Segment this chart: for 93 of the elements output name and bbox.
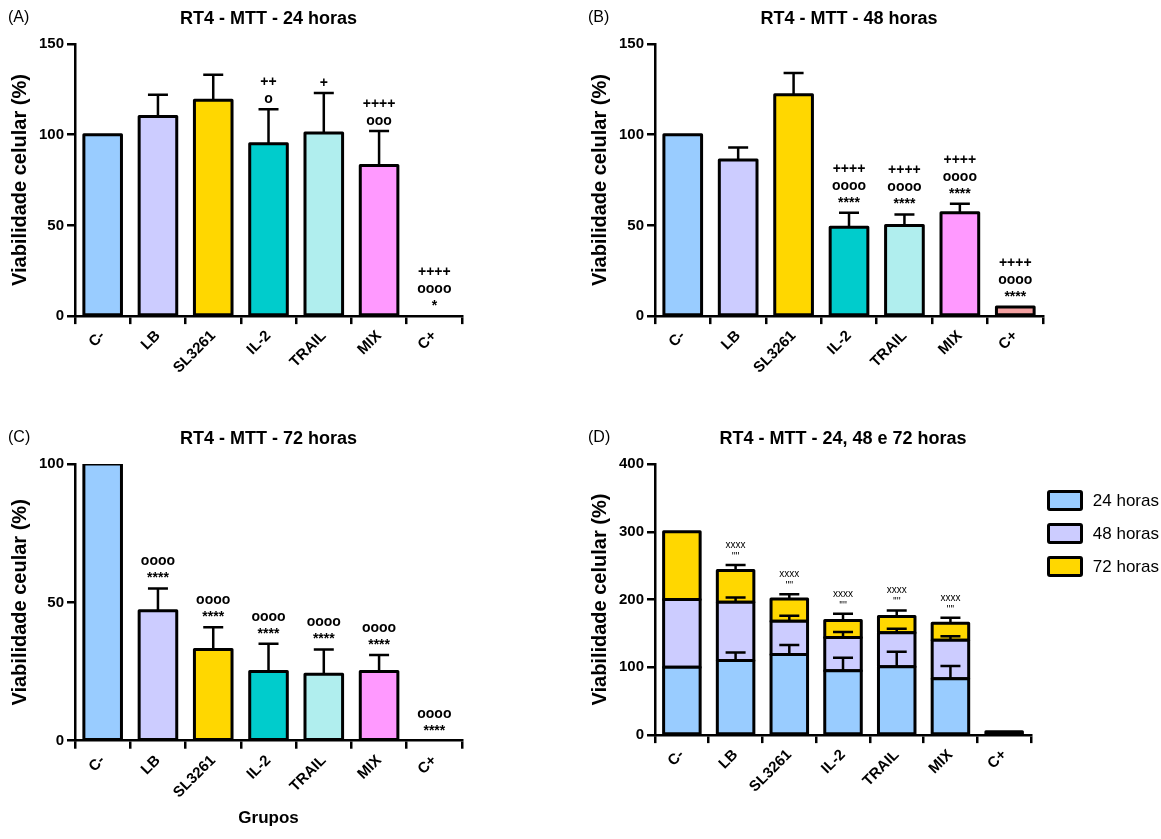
annotation: **** [368, 635, 391, 652]
annotation: ++++ [998, 253, 1032, 270]
y-tick-label: 100 [39, 454, 65, 472]
x-tick-label: C+ [413, 326, 440, 353]
annotation: '''' [731, 550, 740, 562]
annotation: xxxx [886, 584, 907, 596]
x-tick-label: LB [714, 745, 741, 772]
x-tick-label: IL-2 [817, 745, 849, 777]
x-tick-label: LB [136, 751, 164, 778]
x-tick-label: C+ [994, 326, 1021, 353]
y-tick-label: 0 [55, 306, 65, 324]
annotation: **** [423, 721, 446, 738]
x-tick-label: C+ [413, 750, 440, 777]
annotation: **** [893, 195, 916, 212]
y-tick-label: 100 [619, 124, 645, 142]
annotation: oooo [361, 618, 397, 635]
annotation: xxxx [833, 587, 854, 599]
legend-label: 72 horas [1092, 556, 1159, 577]
legend-label: 24 horas [1092, 490, 1159, 511]
y-tick-label: 100 [619, 657, 645, 675]
annotation: + [319, 73, 328, 90]
y-tick-label: 100 [39, 124, 65, 142]
annotation: **** [838, 193, 861, 210]
x-tick-label: IL-2 [823, 326, 855, 358]
x-tick-label: IL-2 [242, 326, 274, 358]
annotation: oooo [998, 270, 1033, 287]
annotation: ++++ [888, 161, 921, 178]
y-tick-label: 50 [47, 215, 65, 233]
annotation: '''' [785, 579, 794, 591]
x-tick-label: MIX [353, 326, 385, 358]
chart-title: RT4 - MTT - 24, 48 e 72 horas [719, 428, 967, 448]
y-tick-label: 0 [635, 725, 645, 743]
annotation: oooo [196, 591, 231, 608]
annotation: oooo [140, 552, 176, 569]
y-tick-label: 200 [619, 589, 645, 607]
annotation: oooo [306, 613, 341, 630]
y-tick-label: 300 [619, 521, 645, 539]
x-tick-label: MIX [353, 751, 385, 782]
annotation: oooo [942, 167, 977, 184]
x-tick-label: LB [136, 326, 164, 353]
y-axis-title: Viabilidade celular (%) [587, 493, 610, 706]
annotation: **** [202, 608, 225, 625]
annotation: o [264, 90, 273, 107]
x-axis-title: Grupos [238, 808, 299, 828]
annotation: oooo [887, 178, 922, 195]
y-tick-label: 50 [47, 592, 65, 610]
text: (D) [588, 428, 611, 445]
annotation: '''' [946, 603, 955, 615]
y-tick-label: 150 [619, 34, 645, 52]
text: (C) [8, 428, 31, 445]
annotation: **** [257, 624, 280, 641]
x-tick-label: C- [664, 326, 688, 350]
annotation: oooo [831, 176, 867, 193]
legend-label: 48 horas [1092, 523, 1159, 544]
annotation: xxxx [940, 591, 961, 603]
text: (A) [8, 8, 30, 25]
y-tick-label: 400 [619, 454, 645, 472]
annotation: ++ [260, 73, 277, 90]
annotation: oooo [251, 607, 286, 624]
y-tick-label: 0 [55, 730, 65, 748]
x-tick-label: C+ [983, 745, 1010, 772]
chart-title: RT4 - MTT - 24 horas [180, 8, 358, 28]
annotation: **** [312, 630, 336, 647]
annotation: oooo [417, 704, 452, 721]
annotation: xxxx [779, 567, 800, 579]
x-tick-label: C- [84, 326, 108, 350]
annotation: * [431, 296, 438, 313]
y-tick-label: 0 [635, 306, 645, 324]
x-tick-label: LB [717, 326, 744, 353]
annotation: ++++ [418, 262, 451, 279]
chart-title: RT4 - MTT - 48 horas [760, 8, 938, 28]
y-tick-label: 150 [39, 34, 65, 52]
x-tick-label: C- [663, 745, 687, 769]
y-axis-title: Viabilidade celular (%) [7, 74, 30, 287]
annotation: **** [948, 184, 972, 201]
annotation: **** [1004, 287, 1027, 304]
text: (B) [588, 8, 610, 25]
annotation: ooo [366, 111, 392, 128]
annotation: xxxx [725, 538, 746, 550]
annotation: ++++ [832, 159, 866, 176]
annotation: **** [147, 569, 170, 586]
y-axis-title: Viabilidade celular (%) [587, 74, 610, 287]
annotation: '''' [892, 596, 901, 608]
y-tick-label: 50 [627, 215, 645, 233]
y-axis-title: Viabilidade ceular (%) [7, 499, 30, 706]
annotation: '''' [839, 599, 847, 611]
chart-title: RT4 - MTT - 72 horas [180, 428, 358, 448]
annotation: oooo [417, 279, 452, 296]
annotation: ++++ [362, 94, 396, 111]
annotation: ++++ [943, 150, 977, 167]
x-tick-label: IL-2 [242, 751, 274, 782]
x-tick-label: C- [84, 751, 108, 775]
x-tick-label: MIX [934, 326, 965, 358]
